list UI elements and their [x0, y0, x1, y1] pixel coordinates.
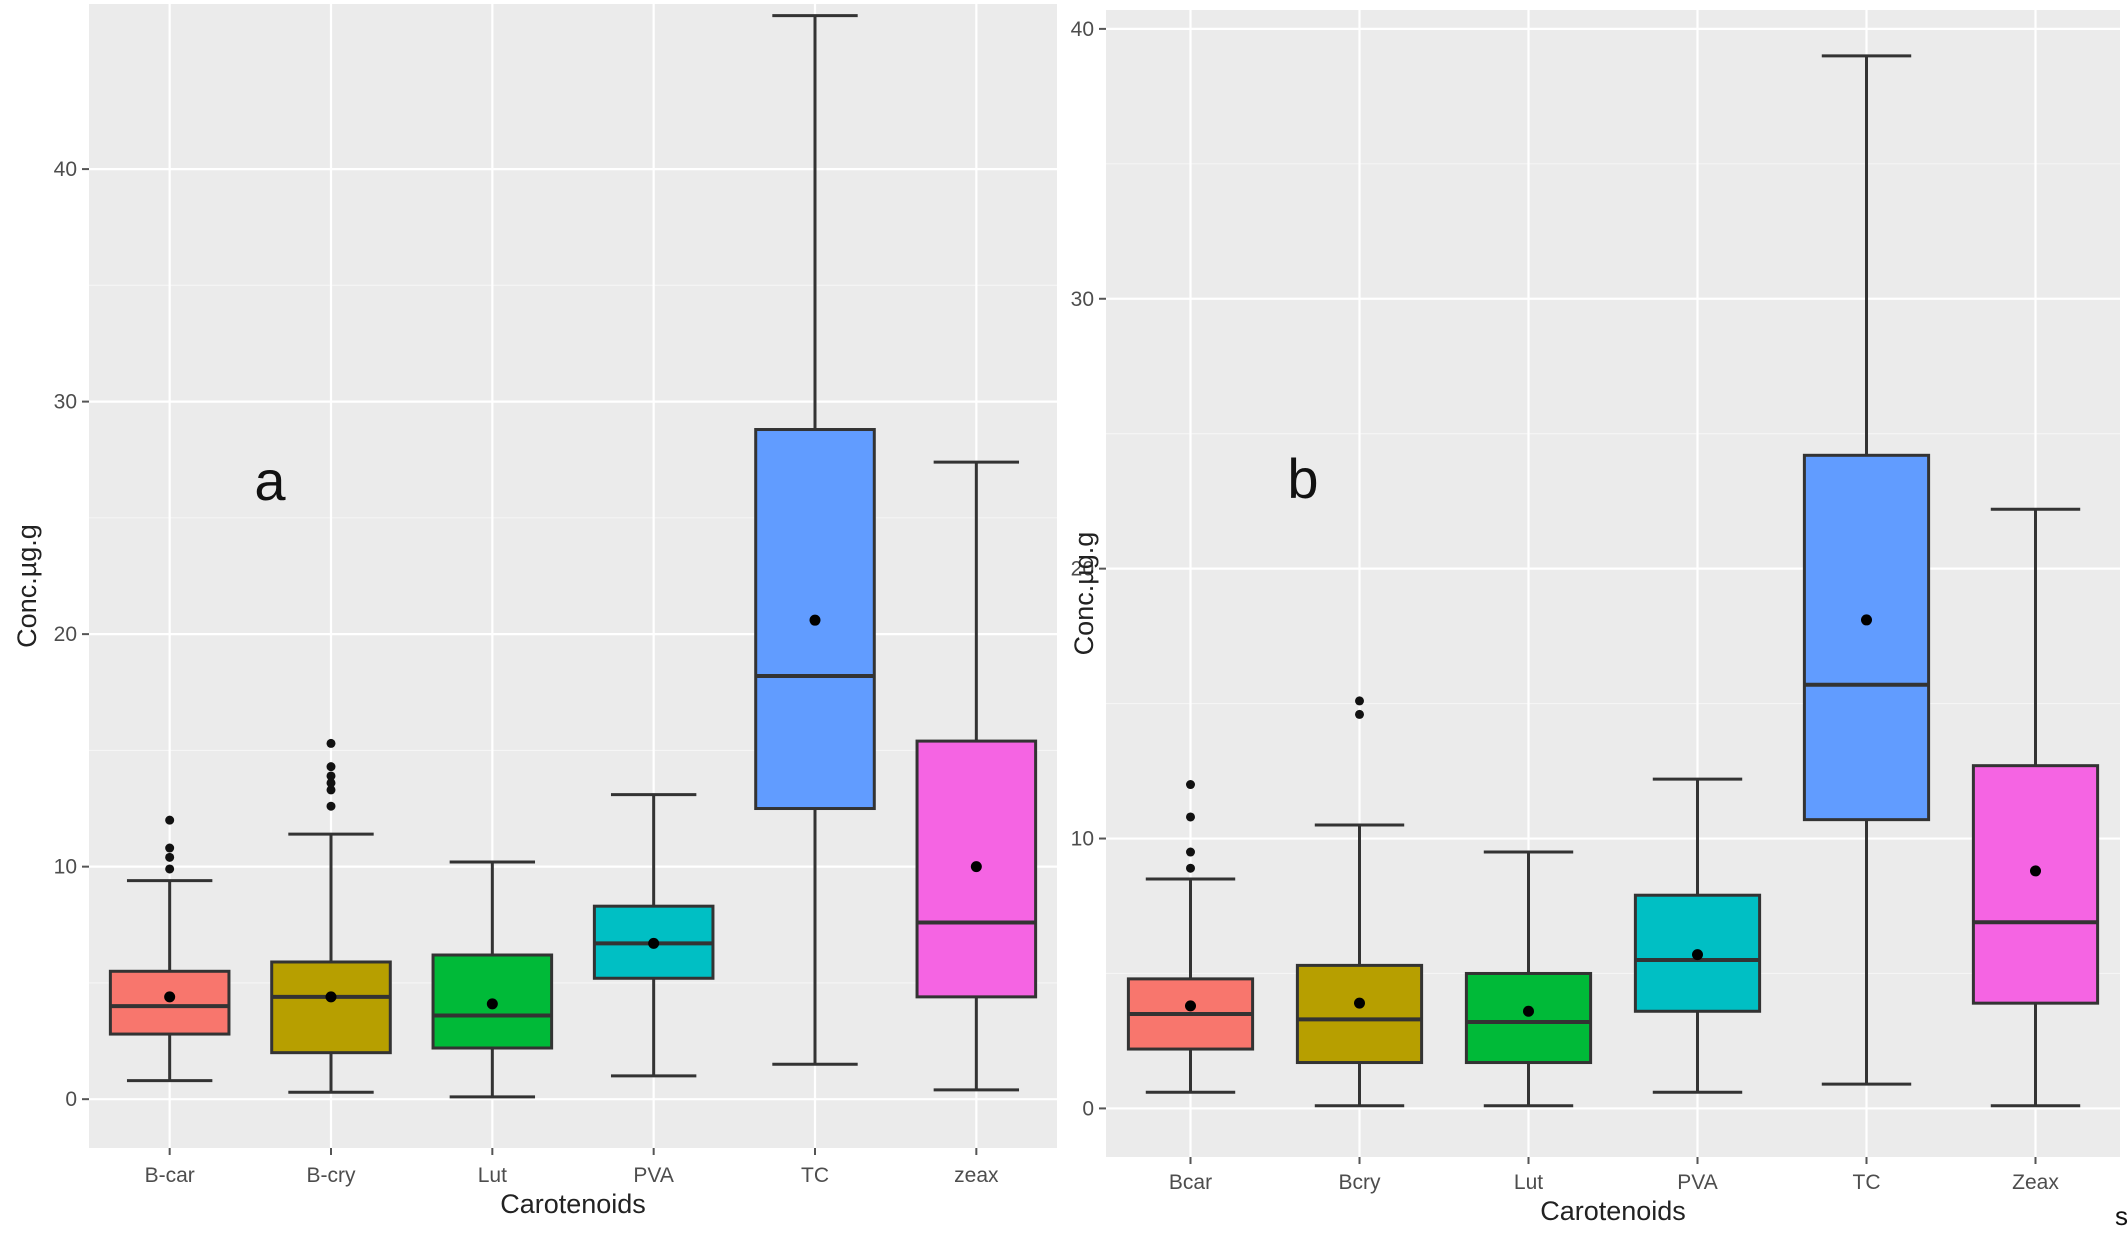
- iqr-box: [1464, 971, 1593, 1065]
- mean-point: [809, 614, 821, 626]
- plot-background: [1106, 10, 2120, 1157]
- outlier-point: [165, 843, 175, 853]
- plot-background: [89, 4, 1057, 1148]
- mean-point: [648, 937, 660, 949]
- x-tick-label: PVA: [1677, 1171, 1717, 1194]
- y-tick-label: 30: [54, 391, 77, 414]
- outlier-point: [1355, 709, 1364, 719]
- iqr-box: [270, 960, 392, 1055]
- mean-point: [2030, 865, 2041, 877]
- x-axis-title: Carotenoids: [500, 1189, 646, 1219]
- box-b-cry: [270, 738, 392, 1094]
- x-tick-label: TC: [1853, 1171, 1881, 1194]
- outlier-point: [1186, 780, 1195, 790]
- mean-point: [970, 861, 982, 873]
- outlier-point: [326, 785, 336, 795]
- box-bcry: [1295, 696, 1424, 1108]
- outlier-point: [165, 815, 175, 825]
- iqr-box: [1633, 893, 1762, 1013]
- box-bcar: [1126, 780, 1255, 1094]
- mean-point: [164, 991, 176, 1003]
- x-tick-label: B-car: [145, 1164, 195, 1187]
- x-axis-title: Carotenoids: [1540, 1196, 1686, 1226]
- y-tick-label: 20: [1071, 558, 1094, 581]
- mean-point: [1523, 1005, 1534, 1017]
- box-tc: [754, 14, 876, 1066]
- outlier-point: [326, 771, 336, 781]
- chart-panel-a: 0 10 20 30 40 B-car B-cry Lut PVA TC zeax a Caroteno…: [12, 4, 1057, 1219]
- x-tick-label: Bcry: [1339, 1171, 1382, 1194]
- box-zeax: [915, 460, 1038, 1092]
- mean-point: [1861, 614, 1872, 626]
- box-lut: [1464, 850, 1593, 1108]
- x-tick-label: TC: [801, 1164, 829, 1187]
- y-axis-title: Conc.µg.g: [1069, 532, 1099, 656]
- x-tick-label: PVA: [633, 1164, 673, 1187]
- y-tick-label: 30: [1071, 288, 1094, 311]
- outlier-point: [326, 738, 336, 748]
- panel-label: b: [1287, 447, 1318, 510]
- outlier-point: [326, 801, 336, 811]
- mean-point: [1185, 1000, 1196, 1012]
- outlier-point: [1355, 696, 1364, 706]
- corner-mark: s: [2115, 1201, 2128, 1231]
- x-tick-label: Bcar: [1169, 1171, 1212, 1194]
- x-tick-label: B-cry: [307, 1164, 356, 1187]
- y-tick-label: 20: [54, 623, 77, 646]
- iqr-box: [1802, 453, 1931, 822]
- box-lut: [431, 860, 554, 1099]
- mean-point: [486, 998, 498, 1010]
- y-tick-label: 0: [65, 1088, 77, 1111]
- outlier-point: [326, 762, 336, 772]
- iqr-box: [108, 969, 231, 1036]
- y-tick-label: 0: [1082, 1097, 1094, 1120]
- outlier-point: [165, 864, 175, 874]
- x-tick-label: Lut: [478, 1164, 507, 1187]
- box-tc: [1802, 54, 1931, 1086]
- box-b-car: [108, 815, 231, 1083]
- outlier-point: [326, 778, 336, 788]
- mean-point: [325, 991, 337, 1003]
- x-tick-label: Zeax: [2012, 1171, 2059, 1194]
- mean-point: [1354, 997, 1365, 1009]
- box-pva: [592, 793, 715, 1078]
- iqr-box: [1295, 963, 1424, 1065]
- chart-panel-b: 0 10 20 30 40 Bcar Bcry Lut PVA TC Zeax b Carotenoid…: [1069, 10, 2120, 1226]
- x-tick-label: zeax: [954, 1164, 999, 1187]
- iqr-box: [1971, 764, 2100, 1005]
- mean-point: [1692, 949, 1703, 961]
- box-pva: [1633, 777, 1762, 1094]
- box-zeax: [1971, 507, 2100, 1108]
- y-axis-title: Conc.µg.g: [12, 524, 42, 648]
- outlier-point: [1186, 847, 1195, 857]
- x-tick-label: Lut: [1514, 1171, 1543, 1194]
- outlier-point: [1186, 863, 1195, 873]
- panel-label: a: [254, 449, 286, 512]
- y-tick-label: 40: [54, 158, 77, 181]
- outlier-point: [165, 852, 175, 862]
- outlier-point: [1186, 812, 1195, 822]
- y-tick-label: 10: [1071, 828, 1094, 851]
- y-tick-label: 40: [1071, 18, 1094, 41]
- y-tick-label: 10: [54, 856, 77, 879]
